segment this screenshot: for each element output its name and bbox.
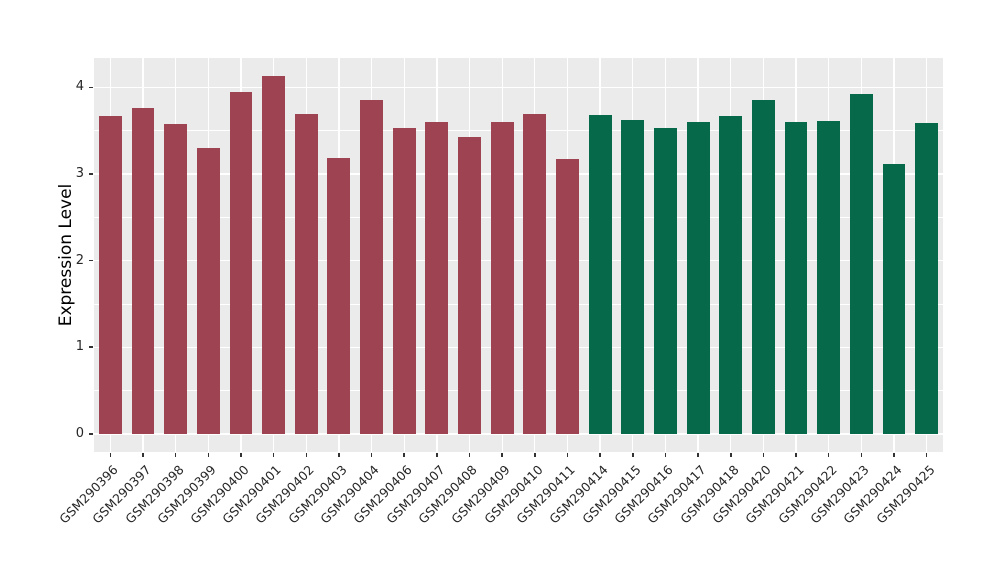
x-tick-mark	[762, 453, 765, 457]
bar-GSM290401	[262, 76, 285, 434]
bar-GSM290421	[784, 122, 808, 434]
bar-GSM290424	[882, 163, 906, 434]
x-tick-mark	[338, 453, 340, 457]
x-tick-mark	[566, 453, 569, 457]
major-gridline	[94, 259, 943, 262]
x-tick-mark	[664, 453, 667, 457]
bar-GSM290420	[751, 99, 775, 434]
y-axis: 0 1 2 3 4	[0, 58, 94, 452]
y-tick-mark	[89, 173, 93, 175]
major-gridline	[94, 433, 943, 435]
minor-gridline	[94, 303, 943, 305]
x-tick-mark	[468, 453, 471, 457]
x-axis: GSM290396 GSM290397 GSM290398 GSM290399 GSM2…	[56, 452, 943, 572]
minor-gridline	[94, 216, 943, 218]
minor-gridline	[94, 130, 943, 132]
x-tick-mark	[860, 453, 863, 457]
bar-GSM290406	[392, 128, 416, 434]
bar-GSM290415	[621, 120, 645, 434]
y-tick-mark	[89, 86, 93, 89]
major-gridline	[94, 346, 943, 348]
x-tick-mark	[370, 453, 373, 457]
bar-GSM290407	[425, 122, 449, 434]
bar-GSM290396	[98, 116, 122, 434]
y-tick-label: 4	[75, 79, 84, 95]
bar-GSM290410	[523, 114, 547, 434]
bar-GSM290425	[915, 122, 939, 434]
x-tick-mark	[893, 453, 895, 457]
bar-GSM290402	[294, 114, 318, 434]
bar-GSM290408	[458, 136, 481, 434]
bar-GSM290404	[360, 100, 383, 434]
x-tick-mark	[827, 453, 830, 457]
x-tick-mark	[730, 453, 732, 457]
bar-GSM290416	[654, 128, 677, 434]
major-gridline	[94, 173, 943, 175]
bar-GSM290414	[588, 115, 612, 434]
bar-GSM290397	[131, 108, 155, 434]
bar-GSM290398	[164, 123, 188, 434]
x-tick-mark	[501, 453, 503, 457]
x-tick-mark	[697, 453, 699, 457]
x-tick-mark	[240, 453, 242, 457]
x-tick-mark	[403, 453, 405, 457]
x-tick-mark	[925, 453, 928, 457]
bar-GSM290400	[229, 91, 253, 434]
x-tick-mark	[305, 453, 307, 457]
x-tick-mark	[142, 453, 144, 457]
major-gridline	[94, 86, 943, 89]
x-tick-mark	[174, 453, 177, 457]
y-tick-label: 1	[75, 339, 84, 355]
y-tick-label: 0	[75, 425, 84, 441]
bar-GSM290423	[849, 93, 873, 434]
x-tick-mark	[599, 453, 601, 457]
x-tick-mark	[272, 453, 275, 457]
bar-GSM290411	[556, 159, 579, 434]
x-tick-mark	[632, 453, 634, 457]
y-tick-mark	[89, 433, 93, 435]
minor-gridline	[94, 390, 943, 391]
x-tick-mark	[795, 453, 797, 457]
bar-GSM290418	[719, 116, 743, 434]
y-tick-mark	[89, 346, 93, 348]
x-tick-mark	[207, 453, 210, 457]
plot-panel	[94, 58, 943, 452]
bar-GSM290409	[490, 122, 514, 434]
x-tick-mark	[436, 453, 438, 457]
y-tick-label: 3	[75, 166, 84, 182]
bar-GSM290399	[196, 148, 220, 434]
bar-GSM290403	[327, 158, 351, 434]
x-tick-mark	[109, 453, 112, 457]
y-tick-mark	[89, 259, 93, 262]
bar-GSM290422	[817, 121, 841, 434]
x-tick-mark	[534, 453, 536, 457]
bar-GSM290417	[686, 122, 710, 434]
y-tick-label: 2	[75, 252, 84, 268]
